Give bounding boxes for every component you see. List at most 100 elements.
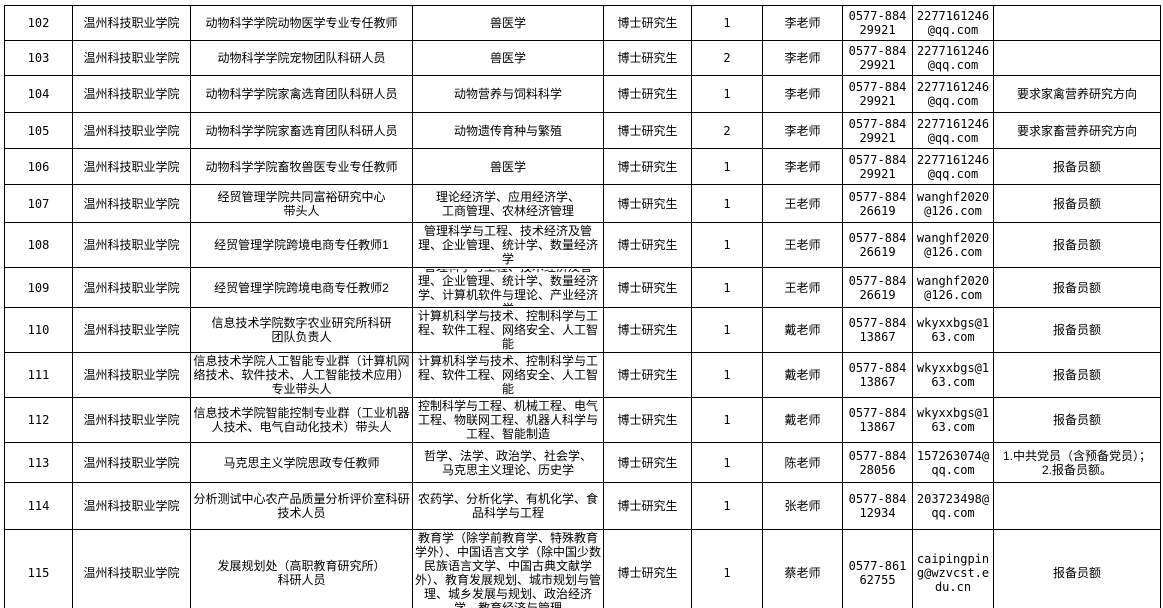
cell-email: caipingping@wzvcst.edu.cn bbox=[912, 529, 994, 608]
cell-email: wanghf2020@126.com bbox=[912, 222, 994, 268]
cell-phone: 0577-88426619 bbox=[842, 184, 913, 223]
cell-school: 温州科技职业学院 bbox=[72, 184, 191, 223]
cell-remark bbox=[993, 482, 1161, 530]
table-row: 112 温州科技职业学院 信息技术学院智能控制专业群（工业机器人技术、电气自动化… bbox=[4, 397, 1161, 443]
cell-majors: 管理科学与工程、技术经济及管理、企业管理、统计学、数量经济学、计算机软件与理论、… bbox=[412, 267, 604, 308]
cell-count: 1 bbox=[691, 482, 763, 530]
cell-count: 1 bbox=[691, 442, 763, 483]
cell-phone: 0577-88426619 bbox=[842, 267, 913, 308]
table-row: 102 温州科技职业学院 动物科学学院动物医学专业专任教师 兽医学 博士研究生 … bbox=[4, 5, 1161, 41]
cell-position: 信息技术学院人工智能专业群（计算机网络技术、软件技术、人工智能技术应用）专业带头… bbox=[190, 352, 413, 398]
cell-contact: 戴老师 bbox=[762, 307, 843, 353]
cell-count: 1 bbox=[691, 184, 763, 223]
cell-remark: 报备员额 bbox=[993, 529, 1161, 608]
cell-remark: 报备员额 bbox=[993, 352, 1161, 398]
cell-degree: 博士研究生 bbox=[603, 529, 692, 608]
cell-seq: 115 bbox=[4, 529, 73, 608]
table-row: 104 温州科技职业学院 动物科学学院家禽选育团队科研人员 动物营养与饲料科学 … bbox=[4, 75, 1161, 113]
cell-seq: 111 bbox=[4, 352, 73, 398]
cell-position: 动物科学学院动物医学专业专任教师 bbox=[190, 5, 413, 41]
recruitment-table: 102 温州科技职业学院 动物科学学院动物医学专业专任教师 兽医学 博士研究生 … bbox=[4, 5, 1161, 608]
cell-count: 1 bbox=[691, 529, 763, 608]
cell-majors: 教育学（除学前教育学、特殊教育学外）、中国语言文学（除中国少数民族语言文学、中国… bbox=[412, 529, 604, 608]
cell-seq: 109 bbox=[4, 267, 73, 308]
cell-email: 2277161246@qq.com bbox=[912, 5, 994, 41]
cell-position: 分析测试中心农产品质量分析评价室科研技术人员 bbox=[190, 482, 413, 530]
cell-seq: 106 bbox=[4, 148, 73, 185]
cell-seq: 112 bbox=[4, 397, 73, 443]
cell-phone: 0577-88426619 bbox=[842, 222, 913, 268]
cell-email: wanghf2020@126.com bbox=[912, 267, 994, 308]
cell-seq: 110 bbox=[4, 307, 73, 353]
cell-degree: 博士研究生 bbox=[603, 222, 692, 268]
cell-contact: 张老师 bbox=[762, 482, 843, 530]
cell-degree: 博士研究生 bbox=[603, 442, 692, 483]
cell-position: 经贸管理学院共同富裕研究中心 带头人 bbox=[190, 184, 413, 223]
table-row: 110 温州科技职业学院 信息技术学院数字农业研究所科研 团队负责人 计算机科学… bbox=[4, 307, 1161, 353]
table-row: 105 温州科技职业学院 动物科学学院家畜选育团队科研人员 动物遗传育种与繁殖 … bbox=[4, 112, 1161, 149]
cell-majors: 兽医学 bbox=[412, 148, 604, 185]
cell-phone: 0577-86162755 bbox=[842, 529, 913, 608]
table-row: 115 温州科技职业学院 发展规划处（高职教育研究所） 科研人员 教育学（除学前… bbox=[4, 529, 1161, 608]
cell-position: 信息技术学院数字农业研究所科研 团队负责人 bbox=[190, 307, 413, 353]
cell-majors: 控制科学与工程、机械工程、电气工程、物联网工程、机器人科学与工程、智能制造 bbox=[412, 397, 604, 443]
cell-phone: 0577-88428056 bbox=[842, 442, 913, 483]
cell-count: 2 bbox=[691, 40, 763, 76]
cell-majors: 计算机科学与技术、控制科学与工程、软件工程、网络安全、人工智能 bbox=[412, 307, 604, 353]
cell-position: 马克思主义学院思政专任教师 bbox=[190, 442, 413, 483]
cell-phone: 0577-88429921 bbox=[842, 148, 913, 185]
cell-majors: 农药学、分析化学、有机化学、食品科学与工程 bbox=[412, 482, 604, 530]
cell-seq: 114 bbox=[4, 482, 73, 530]
cell-contact: 陈老师 bbox=[762, 442, 843, 483]
cell-contact: 李老师 bbox=[762, 5, 843, 41]
cell-remark: 报备员额 bbox=[993, 222, 1161, 268]
cell-position: 发展规划处（高职教育研究所） 科研人员 bbox=[190, 529, 413, 608]
cell-school: 温州科技职业学院 bbox=[72, 148, 191, 185]
cell-email: 203723498@qq.com bbox=[912, 482, 994, 530]
cell-phone: 0577-88429921 bbox=[842, 112, 913, 149]
cell-position: 信息技术学院智能控制专业群（工业机器人技术、电气自动化技术）带头人 bbox=[190, 397, 413, 443]
cell-remark: 报备员额 bbox=[993, 307, 1161, 353]
cell-degree: 博士研究生 bbox=[603, 482, 692, 530]
cell-school: 温州科技职业学院 bbox=[72, 529, 191, 608]
cell-count: 1 bbox=[691, 352, 763, 398]
cell-count: 2 bbox=[691, 112, 763, 149]
table-row: 109 温州科技职业学院 经贸管理学院跨境电商专任教师2 管理科学与工程、技术经… bbox=[4, 267, 1161, 308]
cell-contact: 王老师 bbox=[762, 267, 843, 308]
cell-phone: 0577-88429921 bbox=[842, 5, 913, 41]
table-row: 113 温州科技职业学院 马克思主义学院思政专任教师 哲学、法学、政治学、社会学… bbox=[4, 442, 1161, 483]
cell-count: 1 bbox=[691, 75, 763, 113]
clipped-majors-text: 管理科学与工程、技术经济及管理、企业管理、统计学、数量经济学、计算机软件与理论、… bbox=[417, 269, 598, 306]
cell-contact: 王老师 bbox=[762, 184, 843, 223]
cell-school: 温州科技职业学院 bbox=[72, 482, 191, 530]
cell-school: 温州科技职业学院 bbox=[72, 397, 191, 443]
cell-school: 温州科技职业学院 bbox=[72, 222, 191, 268]
cell-count: 1 bbox=[691, 397, 763, 443]
cell-seq: 105 bbox=[4, 112, 73, 149]
cell-remark: 报备员额 bbox=[993, 184, 1161, 223]
cell-email: 2277161246@qq.com bbox=[912, 75, 994, 113]
cell-degree: 博士研究生 bbox=[603, 397, 692, 443]
cell-contact: 李老师 bbox=[762, 148, 843, 185]
cell-phone: 0577-88413867 bbox=[842, 397, 913, 443]
cell-degree: 博士研究生 bbox=[603, 307, 692, 353]
cell-position: 动物科学学院家畜选育团队科研人员 bbox=[190, 112, 413, 149]
cell-majors: 动物遗传育种与繁殖 bbox=[412, 112, 604, 149]
cell-count: 1 bbox=[691, 307, 763, 353]
cell-remark bbox=[993, 5, 1161, 41]
cell-phone: 0577-88412934 bbox=[842, 482, 913, 530]
cell-degree: 博士研究生 bbox=[603, 148, 692, 185]
cell-count: 1 bbox=[691, 222, 763, 268]
cell-position: 经贸管理学院跨境电商专任教师2 bbox=[190, 267, 413, 308]
cell-remark: 1.中共党员（含预备党员）； 2.报备员额。 bbox=[993, 442, 1161, 483]
cell-remark: 要求家禽营养研究方向 bbox=[993, 75, 1161, 113]
cell-email: wkyxxbgs@163.com bbox=[912, 352, 994, 398]
table-row: 108 温州科技职业学院 经贸管理学院跨境电商专任教师1 管理科学与工程、技术经… bbox=[4, 222, 1161, 268]
cell-majors: 哲学、法学、政治学、社会学、 马克思主义理论、历史学 bbox=[412, 442, 604, 483]
cell-seq: 113 bbox=[4, 442, 73, 483]
cell-remark: 报备员额 bbox=[993, 397, 1161, 443]
cell-school: 温州科技职业学院 bbox=[72, 40, 191, 76]
cell-contact: 李老师 bbox=[762, 75, 843, 113]
cell-phone: 0577-88413867 bbox=[842, 352, 913, 398]
cell-degree: 博士研究生 bbox=[603, 352, 692, 398]
